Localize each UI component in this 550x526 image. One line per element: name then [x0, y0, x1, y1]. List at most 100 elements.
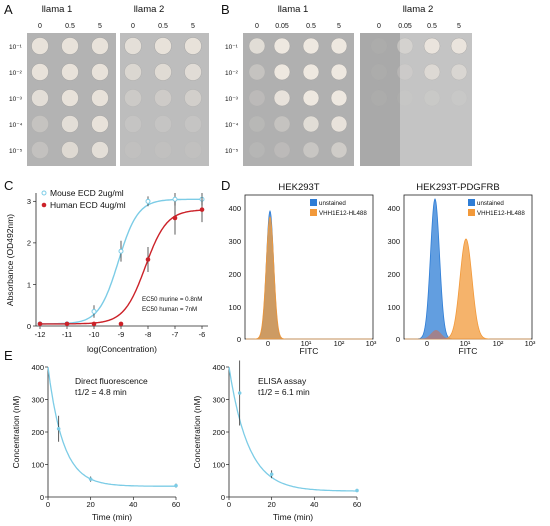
x-tick-label: 10¹ — [460, 339, 471, 348]
colony-spot — [450, 89, 468, 107]
colony-spot — [273, 141, 291, 159]
x-tick-label: 10³ — [525, 339, 536, 348]
panel-letter-a: A — [4, 2, 13, 17]
y-tick-label: 200 — [228, 270, 241, 279]
chart-d-left-ticks: 0 100 200 300 400 0 10¹ 10² 10³ — [228, 204, 376, 348]
y-tick-label: 300 — [387, 237, 400, 246]
panel-b-conc: 0.5 — [306, 23, 316, 30]
colony-spot — [61, 37, 79, 55]
colony-spot — [302, 89, 320, 107]
colony-spot — [273, 63, 291, 81]
colony-spot — [154, 115, 172, 133]
chart-e-right-title: ELISA assay — [258, 376, 307, 386]
y-tick-label: 1 — [27, 280, 31, 289]
legend-swatch-unstained — [310, 199, 317, 206]
chart-c-xlabel: log(Concentration) — [87, 344, 157, 354]
colony-spot — [370, 37, 388, 55]
colony-spot — [31, 63, 49, 81]
panel-b-conc: 0.05 — [398, 23, 412, 30]
x-tick-label: 10³ — [366, 339, 377, 348]
panel-letter-c: C — [4, 178, 13, 193]
x-tick-label: -7 — [172, 330, 179, 339]
colony-spot — [248, 37, 266, 55]
colony-spot — [91, 115, 109, 133]
y-tick-label: 100 — [31, 461, 44, 470]
histogram-vhh — [405, 238, 531, 340]
legend-label-vhh: VHH1E12-HL488 — [477, 210, 525, 217]
y-tick-label: 100 — [387, 303, 400, 312]
y-tick-label: 0 — [40, 493, 44, 502]
data-point — [118, 248, 124, 254]
panel-b-conc: 0 — [377, 23, 381, 30]
colony-spot — [330, 37, 348, 55]
chart-c-ylabel: Absorbance (OD492nm) — [5, 214, 15, 306]
colony-spot — [31, 141, 49, 159]
data-point — [199, 207, 205, 212]
colony-spot — [61, 115, 79, 133]
dilution-label: 10⁻¹ — [225, 44, 239, 51]
chart-e-left-title: Direct fluorescence — [75, 376, 148, 386]
x-tick-label: -8 — [145, 330, 152, 339]
dilution-label: 10⁻¹ — [9, 44, 23, 51]
chart-c-ticks: 0 1 2 3 -12 -11 -10 -9 -8 -7 -6 — [27, 197, 206, 339]
chart-e-right-ylabel: Concentration (nM) — [192, 395, 202, 468]
histogram-vhh — [246, 216, 372, 340]
y-tick-label: 400 — [31, 363, 44, 372]
y-tick-label: 300 — [212, 396, 225, 405]
dilution-label: 10⁻⁴ — [225, 122, 239, 129]
x-tick-label: 60 — [353, 500, 361, 509]
chart-e-left-ylabel: Concentration (nM) — [11, 395, 21, 468]
y-tick-label: 0 — [221, 493, 225, 502]
colony-spot — [396, 63, 414, 81]
histogram-overlap — [420, 330, 450, 339]
x-tick-label: -9 — [118, 330, 125, 339]
plate-b-llama2-shadow — [360, 33, 400, 166]
colony-spot — [370, 63, 388, 81]
x-tick-label: 60 — [172, 500, 180, 509]
y-tick-label: 2 — [27, 239, 31, 248]
legend-label-unstained: unstained — [319, 200, 346, 207]
x-tick-label: 20 — [268, 500, 276, 509]
colony-spot — [396, 37, 414, 55]
chart-d-right-xlabel: FITC — [459, 346, 478, 356]
y-tick-label: 100 — [212, 461, 225, 470]
colony-spot — [184, 89, 202, 107]
panel-letter-d: D — [221, 178, 230, 193]
panel-a-dilution-labels: 10⁻¹ 10⁻² 10⁻³ 10⁻⁴ 10⁻⁵ — [9, 44, 23, 155]
x-tick-label: 0 — [425, 339, 429, 348]
panel-b-group1-title: llama 1 — [278, 4, 309, 15]
colony-spot — [302, 37, 320, 55]
data-point — [91, 308, 97, 314]
panel-b-conc: 0.5 — [427, 23, 437, 30]
data-point — [355, 488, 359, 493]
ec50-human-note: EC50 human = 7nM — [142, 306, 197, 313]
data-point — [145, 198, 151, 204]
y-tick-label: 300 — [228, 237, 241, 246]
chart-c-legend: Mouse ECD 2ug/ml Human ECD 4ug/ml — [41, 188, 126, 210]
chart-e-right-subtitle: t1/2 = 6.1 min — [258, 387, 310, 397]
data-point — [91, 321, 97, 327]
x-tick-label: 10¹ — [301, 339, 312, 348]
colony-spot — [31, 89, 49, 107]
colony-spot — [273, 89, 291, 107]
colony-spot — [184, 115, 202, 133]
colony-spot — [124, 37, 142, 55]
colony-spot — [31, 115, 49, 133]
data-point — [64, 321, 70, 327]
y-tick-label: 3 — [27, 197, 31, 206]
colony-spot — [61, 63, 79, 81]
colony-spot — [154, 89, 172, 107]
legend-swatch-vhh — [310, 209, 317, 216]
panel-a-spots — [31, 37, 202, 159]
chart-d-left-title: HEK293T — [278, 182, 319, 193]
decay-curve — [47, 366, 176, 487]
y-tick-label: 400 — [212, 363, 225, 372]
chart-d-right: HEK293T-PDGFRB FITC unstained VHH1E12-HL… — [387, 182, 535, 356]
chart-d-left: HEK293T FITC unstained VHH1E12-HL488 0 1… — [228, 182, 376, 356]
dilution-label: 10⁻³ — [9, 96, 23, 103]
y-tick-label: 0 — [396, 335, 400, 344]
colony-spot — [302, 63, 320, 81]
chart-e-left-subtitle: t1/2 = 4.8 min — [75, 387, 127, 397]
x-tick-label: 20 — [87, 500, 95, 509]
panel-a-group1-title: llama 1 — [42, 4, 73, 15]
